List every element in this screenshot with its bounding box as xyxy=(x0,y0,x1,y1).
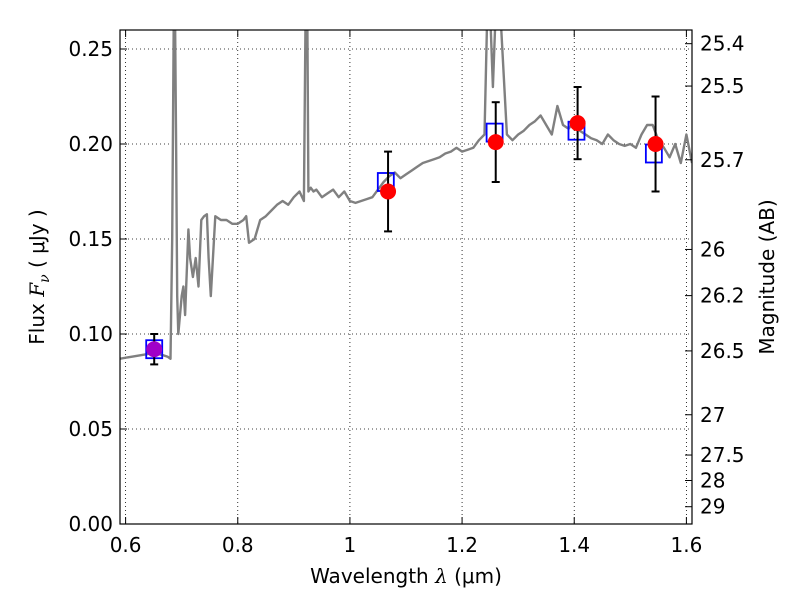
x-axis-label-text: Wavelength xyxy=(310,564,435,588)
y-tick-label: 0.05 xyxy=(68,417,113,441)
x-axis-label: Wavelength λ (μm) xyxy=(310,564,502,588)
y2-tick-label: 26.5 xyxy=(700,339,745,363)
y2-tick-label: 27.5 xyxy=(700,443,745,467)
plot-background xyxy=(120,30,692,524)
x-tick-label: 1.6 xyxy=(670,533,702,557)
x-tick-label: 1.4 xyxy=(558,533,590,557)
x-axis-label-unit: (μm) xyxy=(448,564,502,588)
tick-labels: 0.6 0.8 1 1.2 1.4 1.6 0.00 0.05 0.10 0.15 0.20 0.25… xyxy=(68,32,744,557)
y2-tick-label: 27 xyxy=(700,403,725,427)
x-tick-label: 1 xyxy=(344,533,357,557)
y-axis-label: Flux Fν ( μJy ) xyxy=(25,209,53,344)
y-tick-label: 0.20 xyxy=(68,132,113,156)
y-axis-label-symbol: F xyxy=(25,282,49,298)
y2-tick-label: 26.2 xyxy=(700,284,745,308)
y2-tick-label: 25.5 xyxy=(700,74,745,98)
ticks xyxy=(120,30,692,525)
y2-tick-label: 25.7 xyxy=(700,148,745,172)
y-axis-label-unit: ( μJy ) xyxy=(25,209,49,274)
y2-axis-label: Magnitude (AB) xyxy=(755,199,779,354)
markers xyxy=(145,86,664,366)
y-tick-label: 0.10 xyxy=(68,322,113,346)
x-tick-label: 1.2 xyxy=(446,533,478,557)
plot-frame xyxy=(119,29,693,525)
x-tick-label: 0.8 xyxy=(222,533,254,557)
y-tick-label: 0.15 xyxy=(68,227,113,251)
observed-point xyxy=(487,134,504,151)
x-axis-label-symbol: λ xyxy=(434,564,448,588)
observed-point xyxy=(380,183,397,200)
y2-tick-label: 25.4 xyxy=(700,32,745,56)
y-tick-label: 0.00 xyxy=(68,512,113,536)
observed-point xyxy=(569,115,586,132)
y-tick-label: 0.25 xyxy=(68,37,113,61)
y2-tick-label: 29 xyxy=(700,495,725,519)
y2-tick-label: 28 xyxy=(700,468,725,492)
y2-tick-label: 26 xyxy=(700,237,725,261)
observed-point xyxy=(647,136,664,152)
x-tick-label: 0.6 xyxy=(110,533,142,557)
y-axis-label-text: Flux xyxy=(25,297,49,345)
observed-point xyxy=(146,341,163,358)
y-axis-label-subscript: ν xyxy=(37,274,53,283)
